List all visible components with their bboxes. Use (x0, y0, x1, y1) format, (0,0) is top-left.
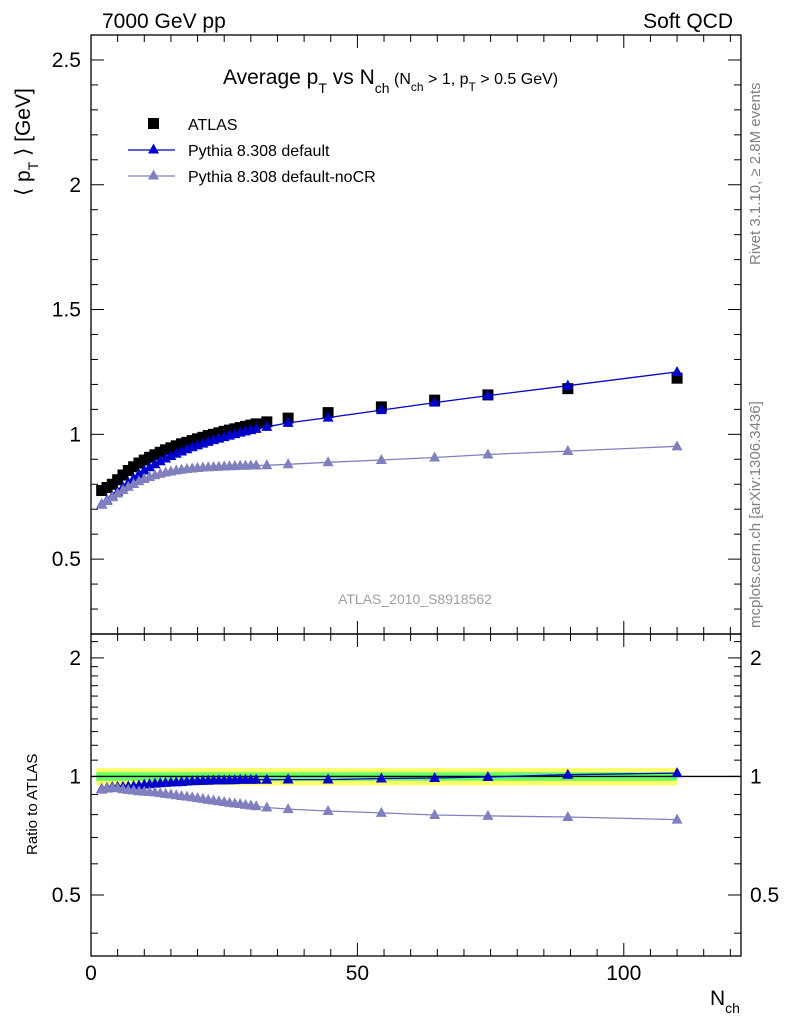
ratio-series-1-point (671, 813, 683, 824)
main-series-1-point (250, 422, 262, 433)
title-cut-b: > 1, p (424, 71, 469, 88)
legend-nocr-marker (148, 169, 159, 180)
main-series-2-point (106, 491, 118, 502)
main-series-1-point (562, 379, 574, 390)
ratio-series-0-point (562, 768, 574, 779)
main-ytick-label: 2 (69, 174, 81, 197)
main-ytick-label: 0.5 (52, 548, 81, 571)
ratio-ytick-label: 0.5 (52, 884, 81, 907)
ylabel-b: ⟩ [GeV] (12, 88, 35, 162)
ratio-frame (90, 633, 742, 957)
legend-atlas-label: ATLAS (188, 117, 238, 134)
main-series-2-point (562, 445, 574, 456)
header-right: Soft QCD (643, 10, 733, 33)
legend-default-label: Pythia 8.308 default (188, 143, 330, 160)
ratio-series-0-point (250, 773, 262, 784)
ratio-series-0-point (671, 767, 683, 778)
title-mid: vs N (327, 66, 375, 89)
ratio-series-1-point (562, 810, 574, 821)
main-series-1-point (671, 365, 683, 376)
analysis-watermark: ATLAS_2010_S8918562 (338, 591, 492, 607)
legend-nocr-label: Pythia 8.308 default-noCR (188, 169, 376, 186)
legend: ATLAS Pythia 8.308 default Pythia 8.308 … (128, 117, 376, 186)
main-series-2-point (375, 454, 387, 465)
ratio-series-0-point (375, 772, 387, 783)
main-title: Average pT vs Nch (Nch > 1, pT > 0.5 GeV… (223, 66, 558, 96)
main-series-2-line (101, 445, 678, 506)
title-sub1: T (318, 80, 327, 96)
ratio-ytick-label-right: 0.5 (750, 884, 779, 907)
main-series-2-point (322, 456, 334, 467)
ratio-ytick-label: 1 (69, 765, 81, 788)
main-series-2-point (117, 483, 129, 494)
main-ytick-label: 1.5 (52, 299, 81, 322)
ratio-series-1-point (375, 806, 387, 817)
xlabel-sub: ch (725, 1000, 740, 1016)
ratio-ytick-label-right: 1 (750, 765, 762, 788)
ratio-plot-area: 0.5 0.5 1 1 2 2 0 50 100 (52, 633, 779, 985)
main-series-2-point (282, 458, 294, 469)
ratio-series-0-point (322, 773, 334, 784)
ratio-series-0-point (261, 773, 273, 784)
title-cut-c: > 0.5 GeV) (476, 71, 558, 88)
main-ytick-label: 2.5 (52, 49, 81, 72)
header-left: 7000 GeV pp (102, 10, 226, 33)
main-series-1-point (322, 411, 334, 422)
main-series-1-point (138, 464, 150, 475)
ratio-series-1-point (261, 801, 273, 812)
main-series-1-point (375, 404, 387, 415)
title-sub2: ch (375, 80, 390, 96)
main-series-2-point (112, 487, 124, 498)
main-series-2-point (96, 498, 108, 509)
ratio-ytick-label-right: 2 (750, 647, 762, 670)
main-series-1-point (144, 461, 156, 472)
xlabel-a: N (710, 987, 725, 1010)
ratio-xtick-label: 0 (85, 962, 97, 985)
ratio-series-0-point (429, 771, 441, 782)
main-series-1-point (154, 455, 166, 466)
ratio-series-0-point (482, 770, 494, 781)
ylabel-a: ⟨ p (12, 170, 35, 196)
main-series-1-point (133, 468, 145, 479)
title-cut-sub1: ch (411, 80, 424, 94)
ratio-xtick-label: 50 (346, 962, 369, 985)
main-series-1-point (149, 458, 161, 469)
title-cut-sub2: T (469, 80, 477, 94)
legend-atlas-marker (148, 118, 159, 129)
main-series-1-point (429, 396, 441, 407)
rivet-label: Rivet 3.1.10, ≥ 2.8M events (747, 83, 764, 266)
ratio-ytick-label: 2 (69, 647, 81, 670)
ratio-series-1-point (429, 809, 441, 820)
main-ylabel: ⟨ pT ⟩ [GeV] (12, 88, 41, 196)
main-series-2-point (261, 459, 273, 470)
main-ytick-label: 1 (69, 423, 81, 446)
title-main: Average p (223, 66, 318, 89)
ratio-series-1-point (282, 803, 294, 814)
main-series-2-point (122, 480, 134, 491)
main-series-2-point (250, 459, 262, 470)
main-series-0-point (671, 372, 683, 384)
main-series-2-point (101, 494, 113, 505)
main-series-2-point (482, 448, 494, 459)
ratio-series-1-point (482, 809, 494, 820)
main-series-1-point (282, 416, 294, 427)
main-series-2-point (429, 451, 441, 462)
title-cut-a: (N (390, 71, 411, 88)
ratio-series-1-point (322, 805, 334, 816)
ratio-xtick-label: 100 (606, 962, 641, 985)
ylabel-sub: T (25, 161, 41, 170)
ratio-ylabel: Ratio to ATLAS (24, 754, 41, 855)
legend-default-marker (148, 143, 159, 154)
main-series-2-point (671, 440, 683, 451)
ratio-series-0-point (282, 773, 294, 784)
ratio-xlabel: Nch (710, 987, 740, 1016)
main-series-2-point (128, 478, 140, 489)
mcplots-label: mcplots.cern.ch [arXiv:1306.3436] (747, 401, 764, 628)
main-series-1-point (482, 389, 494, 400)
main-series-1-point (261, 420, 273, 431)
ratio-series-1-point (250, 800, 262, 811)
